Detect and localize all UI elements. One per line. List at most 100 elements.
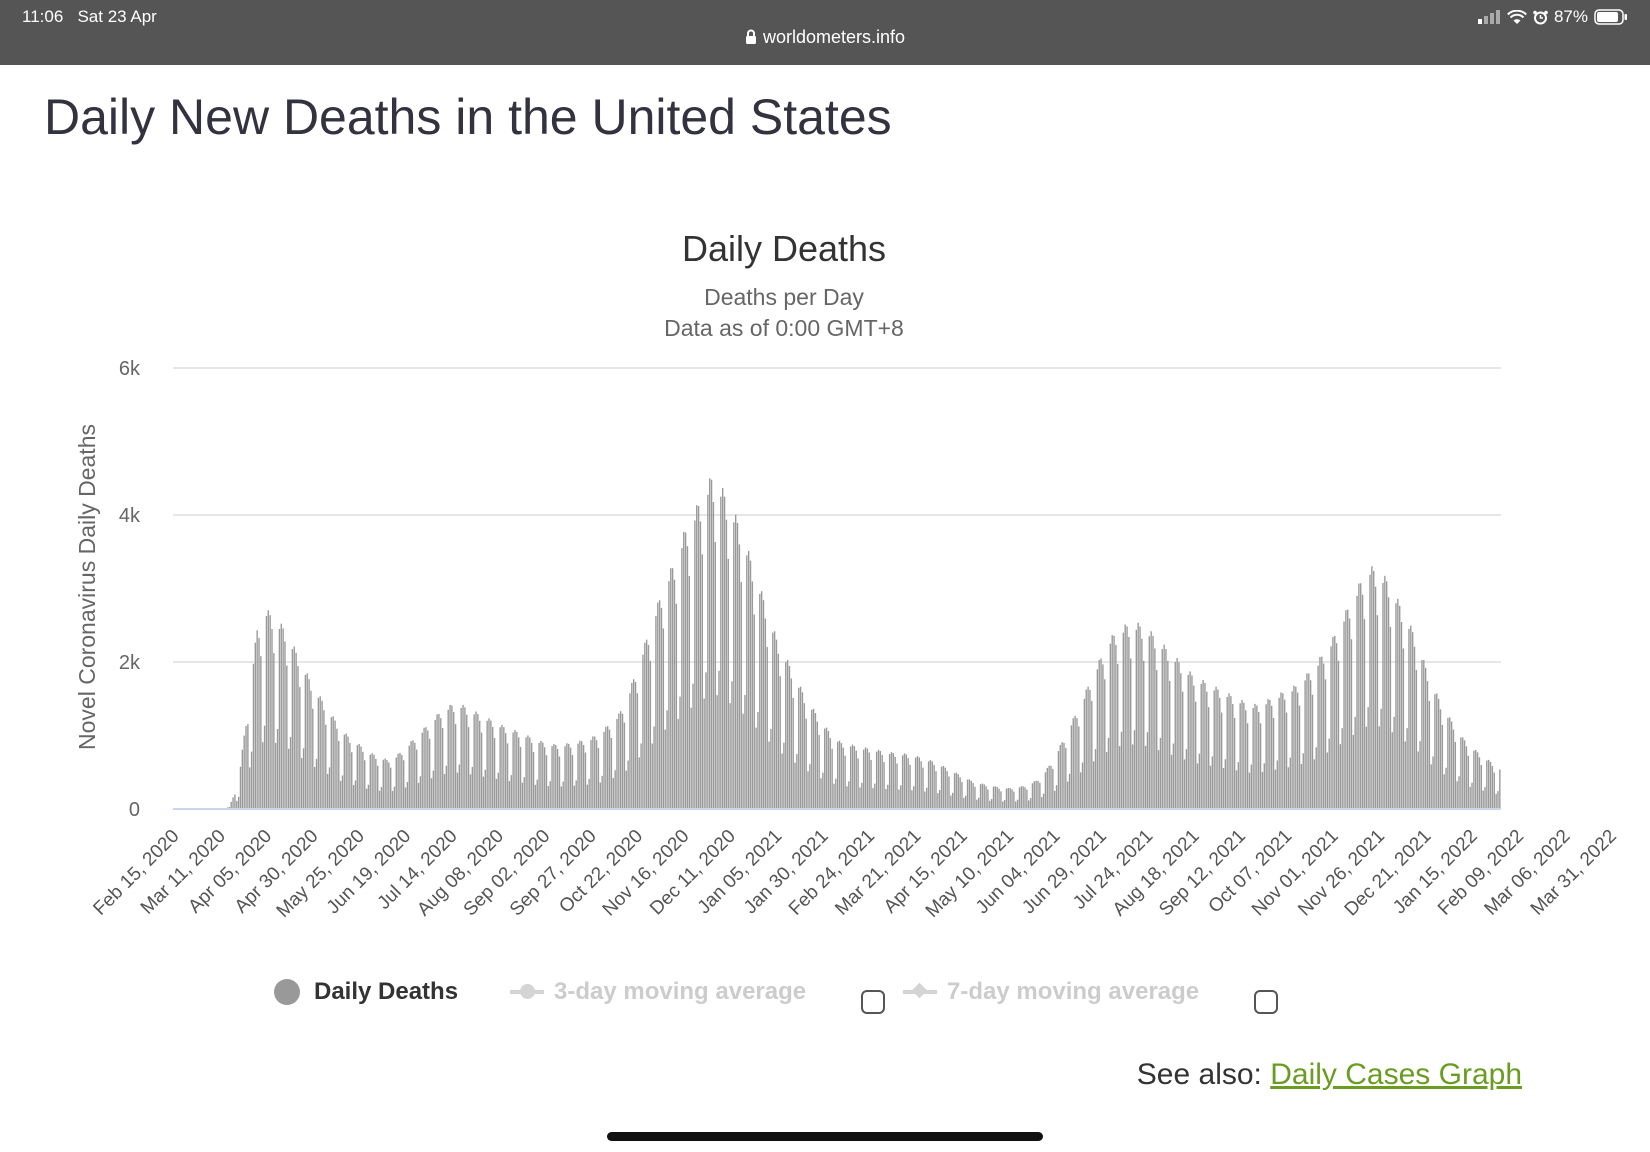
bar-daily-deaths xyxy=(254,642,256,809)
bar-daily-deaths xyxy=(1133,730,1136,809)
bar-daily-deaths xyxy=(929,760,932,809)
bar-daily-deaths xyxy=(430,778,433,809)
bar-daily-deaths xyxy=(1072,718,1074,809)
bar-daily-deaths xyxy=(671,568,674,809)
bar-daily-deaths xyxy=(853,746,856,809)
bar-daily-deaths xyxy=(709,478,711,809)
home-indicator[interactable] xyxy=(607,1132,1043,1141)
legend-item-7day-average[interactable]: 7-day moving average xyxy=(903,978,1199,1006)
status-indicators: 87% xyxy=(1477,7,1628,27)
bar-daily-deaths xyxy=(545,755,548,809)
bar-daily-deaths xyxy=(664,729,666,809)
bar-daily-deaths xyxy=(326,773,329,809)
bar-daily-deaths xyxy=(887,784,889,809)
bar-daily-deaths xyxy=(1272,717,1275,809)
bar-daily-deaths xyxy=(696,505,698,809)
bar-daily-deaths xyxy=(1287,767,1290,809)
bar-daily-deaths xyxy=(838,740,841,809)
legend-dot-icon xyxy=(274,979,300,1005)
bar-daily-deaths xyxy=(922,767,924,809)
bar-daily-deaths xyxy=(1261,771,1264,809)
see-also: See also: Daily Cases Graph xyxy=(1137,1058,1522,1092)
status-time: 11:06 Sat 23 Apr xyxy=(22,7,157,27)
bar-daily-deaths xyxy=(829,738,831,809)
bar-daily-deaths xyxy=(688,575,691,809)
bar-daily-deaths xyxy=(935,771,937,809)
bar-daily-deaths xyxy=(594,736,596,809)
bar-daily-deaths xyxy=(1131,744,1134,809)
bar-daily-deaths xyxy=(722,487,724,809)
bar-daily-deaths xyxy=(1339,744,1342,809)
bar-daily-deaths xyxy=(1035,780,1037,809)
checkbox-7day-average[interactable] xyxy=(1254,990,1278,1014)
bar-daily-deaths xyxy=(668,581,670,809)
bar-daily-deaths xyxy=(325,724,327,809)
bar-daily-deaths xyxy=(783,742,785,809)
bar-daily-deaths xyxy=(371,753,373,809)
bar-daily-deaths xyxy=(759,594,761,809)
bar-daily-deaths xyxy=(1424,667,1427,809)
bar-daily-deaths xyxy=(269,615,271,809)
bar-daily-deaths xyxy=(449,704,451,809)
bar-daily-deaths xyxy=(618,713,620,809)
bar-daily-deaths xyxy=(1041,797,1043,809)
bar-daily-deaths xyxy=(319,696,321,809)
bar-daily-deaths xyxy=(849,746,852,809)
bar-daily-deaths xyxy=(961,781,963,809)
bar-daily-deaths xyxy=(434,719,436,809)
bar-daily-deaths xyxy=(571,754,574,809)
bar-daily-deaths xyxy=(1473,750,1475,809)
bar-daily-deaths xyxy=(462,704,464,809)
bar-daily-deaths xyxy=(619,711,622,809)
bar-daily-deaths xyxy=(1354,716,1356,809)
bar-daily-deaths xyxy=(440,718,442,809)
bar-daily-deaths xyxy=(1330,646,1332,809)
bar-daily-deaths xyxy=(582,744,585,809)
bar-daily-deaths xyxy=(287,748,290,809)
checkbox-3day-average[interactable] xyxy=(861,990,885,1014)
bar-daily-deaths xyxy=(777,653,780,809)
bar-daily-deaths xyxy=(1091,700,1093,809)
bar-daily-deaths xyxy=(599,782,601,809)
bar-daily-deaths xyxy=(1456,781,1458,809)
bar-daily-deaths xyxy=(555,745,557,809)
bar-daily-deaths xyxy=(746,555,748,809)
bar-daily-deaths xyxy=(723,496,726,809)
bar-daily-deaths xyxy=(1256,705,1258,809)
bar-daily-deaths xyxy=(304,674,307,809)
bar-daily-deaths xyxy=(762,600,765,809)
bar-daily-deaths xyxy=(1154,648,1156,809)
bar-daily-deaths xyxy=(1089,689,1091,809)
bar-daily-deaths xyxy=(627,760,629,809)
legend-item-3day-average[interactable]: 3-day moving average xyxy=(510,978,806,1006)
bar-daily-deaths xyxy=(1449,717,1451,809)
bar-daily-deaths xyxy=(421,732,423,809)
bar-daily-deaths xyxy=(848,781,850,809)
battery-icon xyxy=(1594,9,1627,25)
bar-daily-deaths xyxy=(972,783,974,809)
bar-daily-deaths xyxy=(395,757,397,809)
bar-daily-deaths xyxy=(1337,660,1340,809)
bar-daily-deaths xyxy=(1404,741,1406,809)
bar-daily-deaths xyxy=(360,746,362,809)
bar-daily-deaths xyxy=(803,703,806,809)
bar-daily-deaths xyxy=(464,707,466,809)
bar-daily-deaths xyxy=(968,779,971,809)
bar-daily-deaths xyxy=(734,514,737,809)
bar-daily-deaths xyxy=(649,660,652,809)
bar-daily-deaths xyxy=(1306,673,1308,809)
bar-daily-deaths xyxy=(423,727,425,809)
daily-cases-graph-link[interactable]: Daily Cases Graph xyxy=(1270,1058,1522,1091)
bar-daily-deaths xyxy=(1009,788,1011,809)
bar-daily-deaths xyxy=(879,751,882,809)
bar-daily-deaths xyxy=(1439,709,1442,809)
bar-daily-deaths xyxy=(1124,624,1126,809)
bar-daily-deaths xyxy=(328,767,331,809)
bar-daily-deaths xyxy=(1000,791,1002,809)
bar-daily-deaths xyxy=(466,714,468,809)
bar-daily-deaths xyxy=(1317,665,1319,809)
legend-item-daily-deaths[interactable]: Daily Deaths xyxy=(274,978,458,1006)
address-bar[interactable]: worldometers.info xyxy=(0,27,1650,48)
bar-daily-deaths xyxy=(940,766,943,809)
bar-daily-deaths xyxy=(631,682,633,809)
